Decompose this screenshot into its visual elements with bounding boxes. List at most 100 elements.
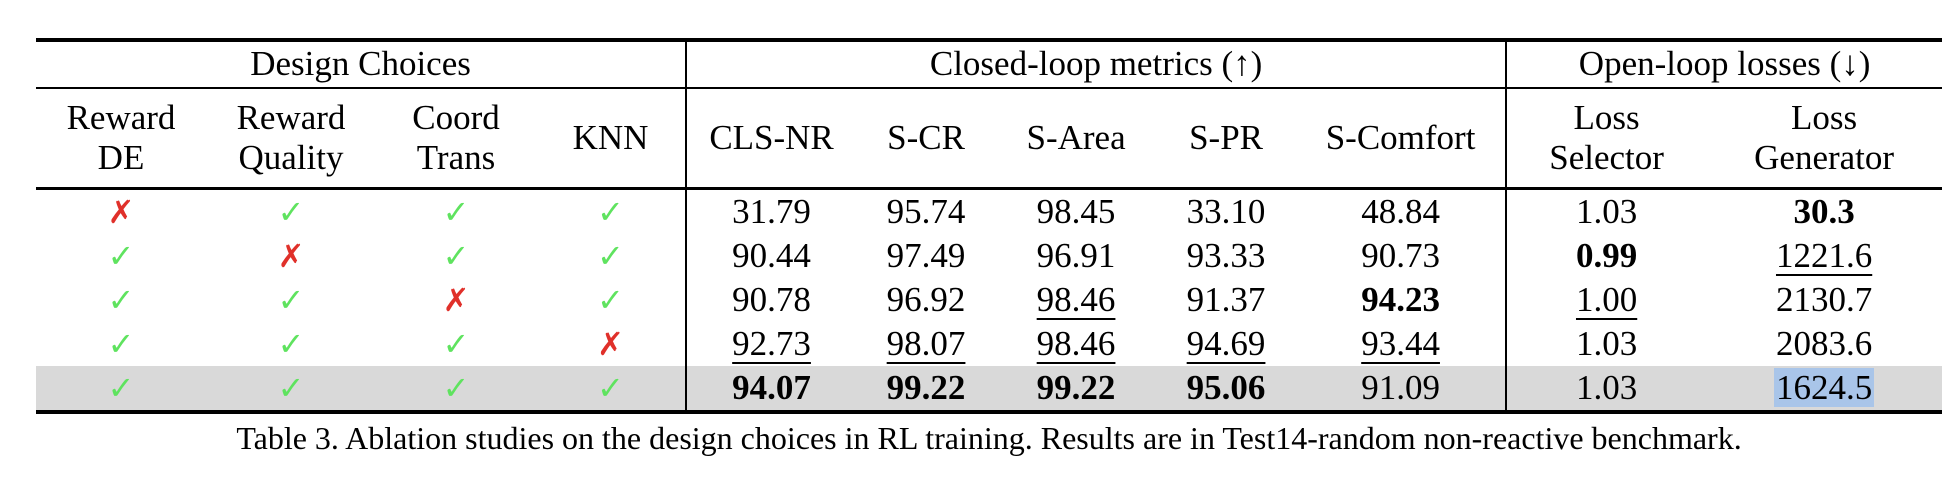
cell-design-flag: ✓ [376, 322, 536, 366]
cell-value[interactable]: 1624.5 [1706, 366, 1943, 414]
cell-text: 91.37 [1186, 279, 1266, 319]
cell-text: 48.84 [1361, 191, 1440, 231]
column-header-line: Reward [236, 97, 346, 137]
cell-text: 33.10 [1186, 191, 1266, 231]
cell-value: 90.73 [1296, 234, 1508, 278]
cell-text: 97.49 [886, 235, 966, 275]
cell-value: 1.00 [1506, 278, 1706, 322]
cell-value: 2083.6 [1706, 322, 1942, 366]
cell-design-flag: ✗ [206, 234, 376, 278]
cell-text: 1.00 [1575, 279, 1638, 319]
check-icon: ✓ [597, 280, 624, 319]
cell-value: 93.44 [1296, 322, 1508, 366]
check-icon: ✓ [277, 368, 305, 407]
column-header-s-comfort: S-Comfort [1296, 88, 1508, 190]
cell-value: 92.73 [686, 322, 856, 366]
cell-text: 1.03 [1575, 367, 1638, 407]
cell-design-flag: ✓ [36, 234, 206, 278]
cell-text: 95.74 [886, 191, 966, 231]
selected-cell-text[interactable]: 1624.5 [1773, 367, 1875, 407]
column-header-row: Reward DE Reward Quality Coord Trans KNN… [36, 88, 1943, 190]
cell-text: 94.69 [1186, 323, 1266, 363]
cell-design-flag: ✓ [376, 366, 536, 414]
cell-text: 99.22 [886, 367, 966, 407]
column-header-s-area: S-Area [996, 88, 1157, 190]
cell-value: 94.07 [686, 366, 857, 414]
cell-text: 95.06 [1186, 367, 1266, 407]
column-header-line: Reward [66, 97, 176, 137]
cell-value: 1221.6 [1706, 234, 1942, 278]
cell-value: 97.49 [856, 234, 996, 278]
column-header-line: Coord [412, 97, 500, 137]
check-icon: ✓ [442, 192, 470, 231]
cell-value: 1.03 [1506, 322, 1706, 366]
cell-design-flag: ✗ [376, 278, 536, 322]
check-icon: ✓ [107, 324, 135, 363]
cell-text: 96.91 [1036, 235, 1116, 275]
column-header-line: S-Area [1026, 117, 1126, 157]
check-icon: ✓ [442, 236, 470, 275]
cell-value: 98.46 [996, 322, 1156, 366]
cell-text: 90.73 [1361, 235, 1440, 275]
cell-value: 98.07 [856, 322, 996, 366]
table-row: ✓ ✓ ✓ ✗ 92.73 98.07 98.46 94.69 93.44 1.… [36, 322, 1942, 366]
check-icon: ✓ [597, 192, 624, 231]
table-row: ✗ ✓ ✓ ✓ 31.79 95.74 98.45 33.10 48.84 1.… [36, 188, 1942, 235]
cell-value: 94.23 [1296, 278, 1508, 322]
column-header-loss-selector: Loss Selector [1506, 88, 1707, 190]
cell-design-flag: ✓ [36, 278, 206, 322]
cell-design-flag: ✓ [536, 188, 688, 234]
cell-value: 99.22 [856, 366, 997, 414]
cell-value: 0.99 [1506, 234, 1706, 278]
cell-design-flag: ✓ [206, 322, 376, 366]
table-row-highlighted: ✓ ✓ ✓ ✓ 94.07 99.22 99.22 95.06 91.09 1.… [36, 366, 1943, 414]
cell-text: 92.73 [732, 323, 811, 363]
cell-value: 96.92 [856, 278, 996, 322]
column-header-line: DE [97, 138, 145, 177]
cell-value: 48.84 [1296, 188, 1508, 234]
check-icon: ✓ [277, 280, 305, 319]
table-row: ✓ ✗ ✓ ✓ 90.44 97.49 96.91 93.33 90.73 0.… [36, 234, 1942, 278]
cell-design-flag: ✓ [36, 366, 206, 414]
cell-value: 91.09 [1296, 366, 1508, 414]
cell-text: 96.92 [886, 279, 966, 319]
column-header-line: Loss [1573, 97, 1640, 137]
cell-text: 91.09 [1361, 367, 1440, 407]
cell-value: 93.33 [1156, 234, 1296, 278]
cell-design-flag: ✓ [376, 234, 536, 278]
cell-text: 2083.6 [1775, 323, 1873, 363]
check-icon: ✓ [597, 368, 624, 407]
check-icon: ✓ [442, 368, 470, 407]
cell-design-flag: ✓ [206, 189, 376, 235]
cell-design-flag: ✓ [536, 234, 688, 278]
group-header-row: Design Choices Closed-loop metrics (↑) O… [36, 38, 1943, 89]
column-header-line: Generator [1754, 138, 1895, 177]
ablation-table: Design Choices Closed-loop metrics (↑) O… [36, 38, 1943, 414]
check-icon: ✓ [107, 280, 135, 319]
cell-value: 98.45 [996, 189, 1156, 235]
cell-value: 99.22 [996, 366, 1157, 414]
cross-icon: ✗ [597, 324, 624, 363]
cell-design-flag: ✓ [206, 278, 376, 322]
cell-value: 2130.7 [1706, 278, 1942, 322]
cross-icon: ✗ [107, 192, 135, 231]
column-header-reward-de: Reward DE [36, 88, 206, 190]
cell-value: 95.74 [856, 189, 996, 235]
table-caption: Table 3. Ablation studies on the design … [236, 420, 1742, 456]
column-header-line: S-PR [1189, 117, 1264, 157]
column-header-loss-generator: Loss Generator [1706, 88, 1943, 190]
column-header-line: Quality [238, 138, 344, 177]
check-icon: ✓ [107, 236, 135, 275]
check-icon: ✓ [442, 324, 470, 363]
cell-text: 93.44 [1361, 323, 1440, 363]
cell-value: 90.78 [686, 278, 856, 322]
cell-value: 1.03 [1506, 189, 1706, 235]
cell-design-flag: ✗ [536, 322, 688, 366]
cell-text: 90.44 [732, 235, 811, 275]
cell-value: 90.44 [686, 234, 856, 278]
cell-text: 93.33 [1186, 235, 1266, 275]
column-header-knn: KNN [536, 88, 688, 190]
cell-text: 0.99 [1575, 235, 1638, 275]
group-header-open-loop: Open-loop losses (↓) [1506, 38, 1943, 89]
table-row: ✓ ✓ ✗ ✓ 90.78 96.92 98.46 91.37 94.23 1.… [36, 278, 1942, 322]
